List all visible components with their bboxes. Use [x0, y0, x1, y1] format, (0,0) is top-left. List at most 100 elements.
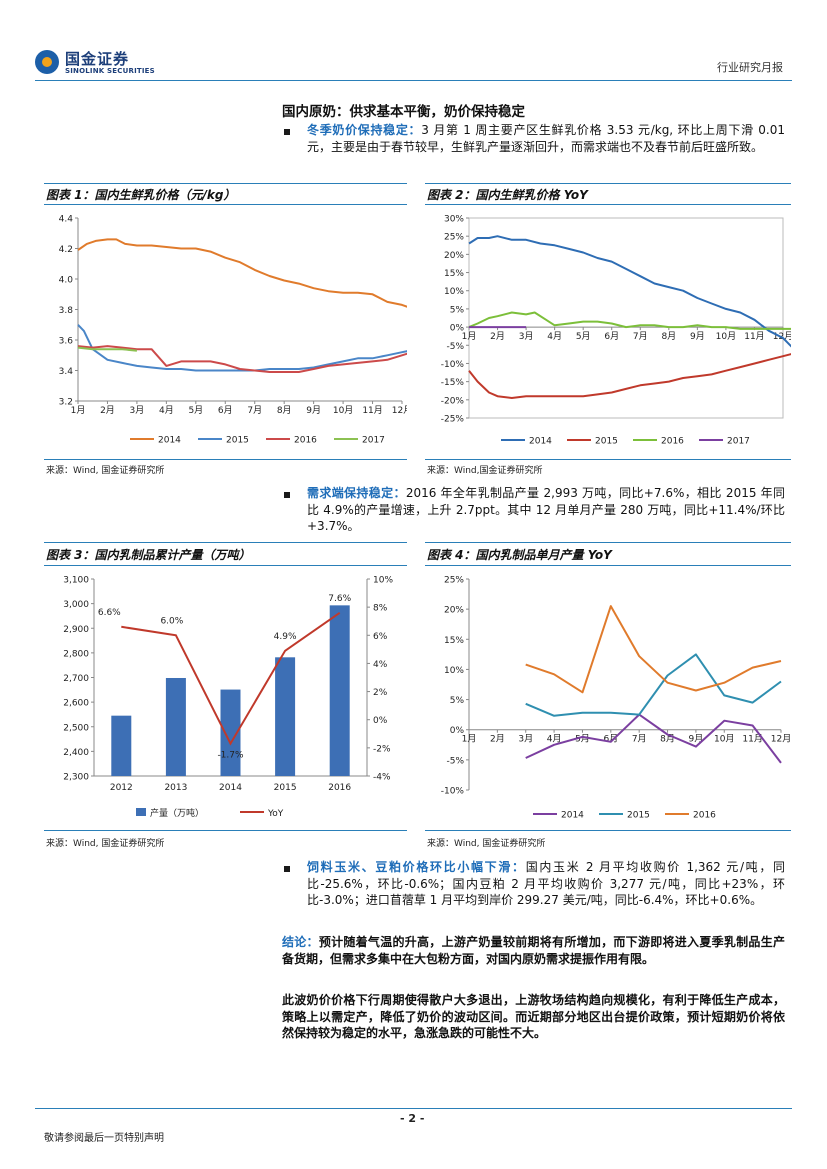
legend-label-2014: 2014 — [561, 811, 584, 821]
legend-label-2017: 2017 — [362, 436, 385, 446]
chart4-source: 来源：Wind, 国金证券研究所 — [427, 839, 546, 849]
x-tick-label: 6月 — [603, 734, 618, 745]
x-tick-label: 4月 — [547, 331, 562, 342]
series-line-2016 — [77, 345, 407, 373]
left-y-tick-label: 3,100 — [63, 576, 89, 586]
footer-divider — [35, 1108, 792, 1109]
chart1-top-rule — [44, 183, 407, 184]
bullet-lead: 饲料玉米、豆粕价格环比小幅下滑： — [307, 860, 526, 874]
x-tick-label: 10月 — [716, 331, 736, 342]
legend-label-2016: 2016 — [693, 811, 716, 821]
x-tick-label: 2月 — [490, 734, 505, 745]
x-tick-label: 12月 — [392, 405, 407, 416]
x-tick-label: 8月 — [660, 734, 675, 745]
chart1-source: 来源：Wind, 国金证券研究所 — [46, 466, 165, 476]
logo-icon — [35, 50, 59, 74]
x-tick-label: 2014 — [219, 783, 242, 793]
chart4-top-rule — [425, 542, 791, 543]
left-y-tick-label: 2,800 — [63, 649, 89, 659]
legend-swatch-bars — [136, 808, 146, 816]
bullet-marker — [284, 492, 290, 498]
right-y-tick-label: 0% — [373, 716, 388, 726]
left-y-tick-label: 3,000 — [63, 600, 89, 610]
bullet-lead: 需求端保持稳定： — [307, 486, 406, 500]
footer-disclaimer: 敬请参阅最后一页特别声明 — [44, 1133, 164, 1144]
y-tick-label: 3.8 — [59, 306, 74, 316]
right-y-tick-label: 4% — [373, 660, 388, 670]
x-tick-label: 3月 — [518, 734, 533, 745]
series-line-2016 — [525, 605, 782, 694]
series-line-2014 — [525, 713, 782, 764]
chart3-title-rule — [44, 565, 407, 566]
y-tick-label: -20% — [441, 396, 465, 406]
legend-label-2015: 2015 — [226, 436, 249, 446]
data-label: 6.0% — [160, 616, 183, 626]
conclusion-paragraph: 结论：预计随着气温的升高，上游产奶量较前期将有所增加，而下游即将进入夏季乳制品生… — [282, 934, 785, 967]
x-tick-label: 11月 — [742, 734, 762, 745]
company-logo: 国金证券 SINOLINK SECURITIES — [35, 48, 155, 78]
chart4-svg: -10% -5% 0% 5% 10% 15% 20% 25% 1月 2月 3月 4月 5月 6月 7月 8月 9… — [441, 576, 791, 821]
chart2-title-rule — [425, 204, 791, 205]
y-tick-label: 15% — [444, 269, 464, 279]
x-tick-label: 7月 — [632, 734, 647, 745]
series-line-2016 — [468, 311, 791, 330]
chart4-bottom-rule — [425, 830, 791, 831]
y-tick-label: -15% — [441, 378, 465, 388]
page-number: - 2 - — [400, 1112, 425, 1125]
closing-paragraph: 此波奶价价格下行周期使得散户大多退出，上游牧场结构趋向规模化，有利于降低生产成本… — [282, 993, 785, 1040]
legend-label-2016: 2016 — [294, 436, 317, 446]
left-y-tick-label: 2,600 — [63, 699, 89, 709]
x-tick-label: 10月 — [714, 734, 734, 745]
x-tick-label: 7月 — [633, 331, 648, 342]
conclusion-lead: 结论： — [282, 935, 319, 949]
plot-frame — [468, 217, 784, 419]
x-tick-label: 6月 — [604, 331, 619, 342]
chart2-top-rule — [425, 183, 791, 184]
right-y-tick-label: 10% — [373, 576, 393, 586]
x-tick-label: 9月 — [306, 405, 321, 416]
x-tick-label: 5月 — [576, 331, 591, 342]
chart2-svg: -25% -20% -15% -10% -5% 0% 5% 10% 15% 20% 25% 30% 1月… — [441, 215, 791, 447]
left-y-tick-label: 2,500 — [63, 723, 89, 733]
bullet-text: 2016 年全年乳制品产量 2,993 万吨，同比+7.6%，相比 2015 年… — [307, 486, 785, 533]
legend-label-bars: 产量（万吨） — [150, 807, 204, 819]
y-tick-label: 0% — [450, 324, 465, 334]
right-y-tick-label: 2% — [373, 688, 388, 698]
x-tick-label: 2012 — [110, 783, 133, 793]
chart1-title-rule — [44, 204, 407, 205]
x-tick-label: 2013 — [164, 783, 187, 793]
logo-en-text: SINOLINK SECURITIES — [65, 67, 155, 75]
chart4-title-rule — [425, 565, 791, 566]
legend-label-2015: 2015 — [627, 811, 650, 821]
bullet-paragraph-2: 需求端保持稳定：2016 年全年乳制品产量 2,993 万吨，同比+7.6%，相… — [307, 485, 785, 535]
x-tick-label: 2015 — [274, 783, 297, 793]
bar-2012 — [111, 715, 132, 776]
chart2-title: 图表 2：国内生鲜乳价格 YoY — [427, 188, 588, 202]
x-tick-label: 7月 — [247, 405, 262, 416]
bullet-marker — [284, 129, 290, 135]
bullet-text: 3 月第 1 周主要产区生鲜乳价格 3.53 元/kg, 环比上周下滑 0.01… — [307, 123, 785, 154]
chart3-source: 来源：Wind, 国金证券研究所 — [46, 839, 165, 849]
left-y-tick-label: 2,300 — [63, 773, 89, 783]
bar-2014 — [220, 689, 241, 776]
data-label: 4.9% — [274, 632, 297, 642]
y-tick-label: 4.0 — [59, 276, 74, 286]
x-tick-label: 2月 — [100, 405, 115, 416]
y-tick-label: 25% — [444, 576, 464, 586]
bullet-text: 国内玉米 2 月平均收购价 1,362 元/吨，同比-25.6%，环比-0.6%… — [307, 860, 785, 907]
bar-2015 — [275, 657, 296, 776]
x-tick-label: 1月 — [462, 734, 477, 745]
bar-2013 — [165, 677, 186, 776]
chart3-svg: 2,300 2,400 2,500 2,600 2,700 2,800 2,900 3,000… — [63, 576, 393, 820]
y-tick-label: 30% — [444, 215, 464, 225]
x-tick-label: 6月 — [218, 405, 233, 416]
bullet-paragraph-3: 饲料玉米、豆粕价格环比小幅下滑：国内玉米 2 月平均收购价 1,362 元/吨，… — [307, 859, 785, 909]
legend-label-2016: 2016 — [661, 437, 684, 447]
y-tick-label: -10% — [441, 360, 465, 370]
y-tick-label: 3.2 — [59, 398, 73, 408]
data-label: 6.6% — [98, 608, 121, 618]
series-line-2014 — [468, 235, 791, 348]
left-y-tick-label: 2,900 — [63, 625, 89, 635]
x-tick-label: 4月 — [547, 734, 562, 745]
legend-label-2014: 2014 — [158, 436, 181, 446]
